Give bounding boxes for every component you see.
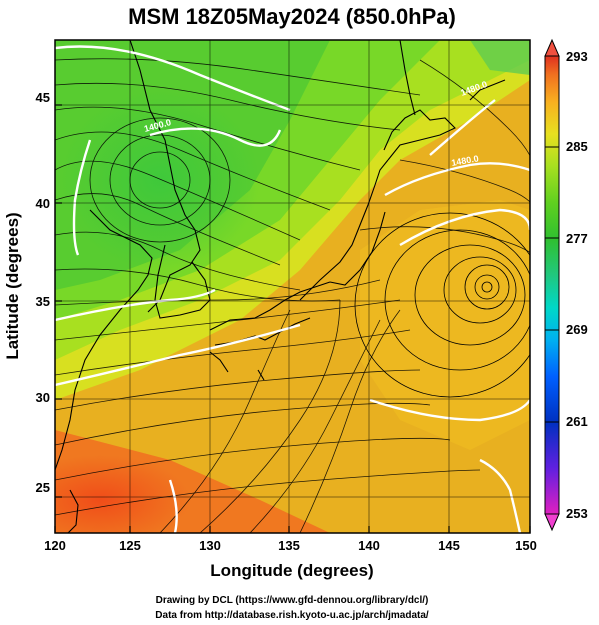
y-axis: 45 40 35 30 25 Latitude (degrees) xyxy=(3,90,62,498)
plot-frame xyxy=(54,39,531,534)
y-tick-label: 40 xyxy=(36,196,50,211)
y-tick-label: 45 xyxy=(36,90,50,105)
x-tick-label: 150 xyxy=(515,538,537,553)
y-tick-label: 30 xyxy=(36,390,50,405)
credit-line-data-source: Data from http://database.rish.kyoto-u.a… xyxy=(155,610,429,621)
credit-line-dcl: Drawing by DCL (https://www.gfd-dennou.o… xyxy=(156,595,429,606)
x-tick-label: 135 xyxy=(278,538,300,553)
x-axis: 120 125 130 135 140 145 150 Longitude (d… xyxy=(44,526,537,580)
grid-lines xyxy=(55,40,530,533)
cyclone-spiral xyxy=(354,212,530,398)
colorbar-tick-label: 261 xyxy=(566,414,588,429)
y-tick-label: 35 xyxy=(36,294,50,309)
colorbar-ramp xyxy=(544,55,560,515)
x-tick-label: 120 xyxy=(44,538,66,553)
y-axis-label: Latitude (degrees) xyxy=(3,212,22,359)
colorbar-tick-label: 269 xyxy=(566,322,588,337)
coastlines xyxy=(55,40,506,533)
colorbar-top-arrow xyxy=(544,38,560,57)
colorbar-tick-label: 293 xyxy=(566,49,588,64)
colorbar-tick-label: 285 xyxy=(566,139,588,154)
streamlines xyxy=(55,58,530,533)
colorbar: 293 285 277 269 261 253 xyxy=(544,38,588,532)
x-axis-label: Longitude (degrees) xyxy=(210,561,373,580)
temperature-field xyxy=(55,40,530,533)
x-tick-label: 125 xyxy=(119,538,141,553)
x-tick-label: 130 xyxy=(199,538,221,553)
x-tick-label: 145 xyxy=(438,538,460,553)
x-tick-label: 140 xyxy=(358,538,380,553)
map-title: MSM 18Z05May2024 (850.0hPa) xyxy=(128,4,456,29)
y-tick-label: 25 xyxy=(36,480,50,495)
plot-area: 1400.0 1480.0 1480.0 xyxy=(55,40,530,533)
colorbar-tick-label: 253 xyxy=(566,506,588,521)
colorbar-bottom-arrow xyxy=(544,513,560,532)
contour-label: 1480.0 xyxy=(451,153,480,168)
colorbar-tick-label: 277 xyxy=(566,231,588,246)
height-contours xyxy=(55,45,530,533)
